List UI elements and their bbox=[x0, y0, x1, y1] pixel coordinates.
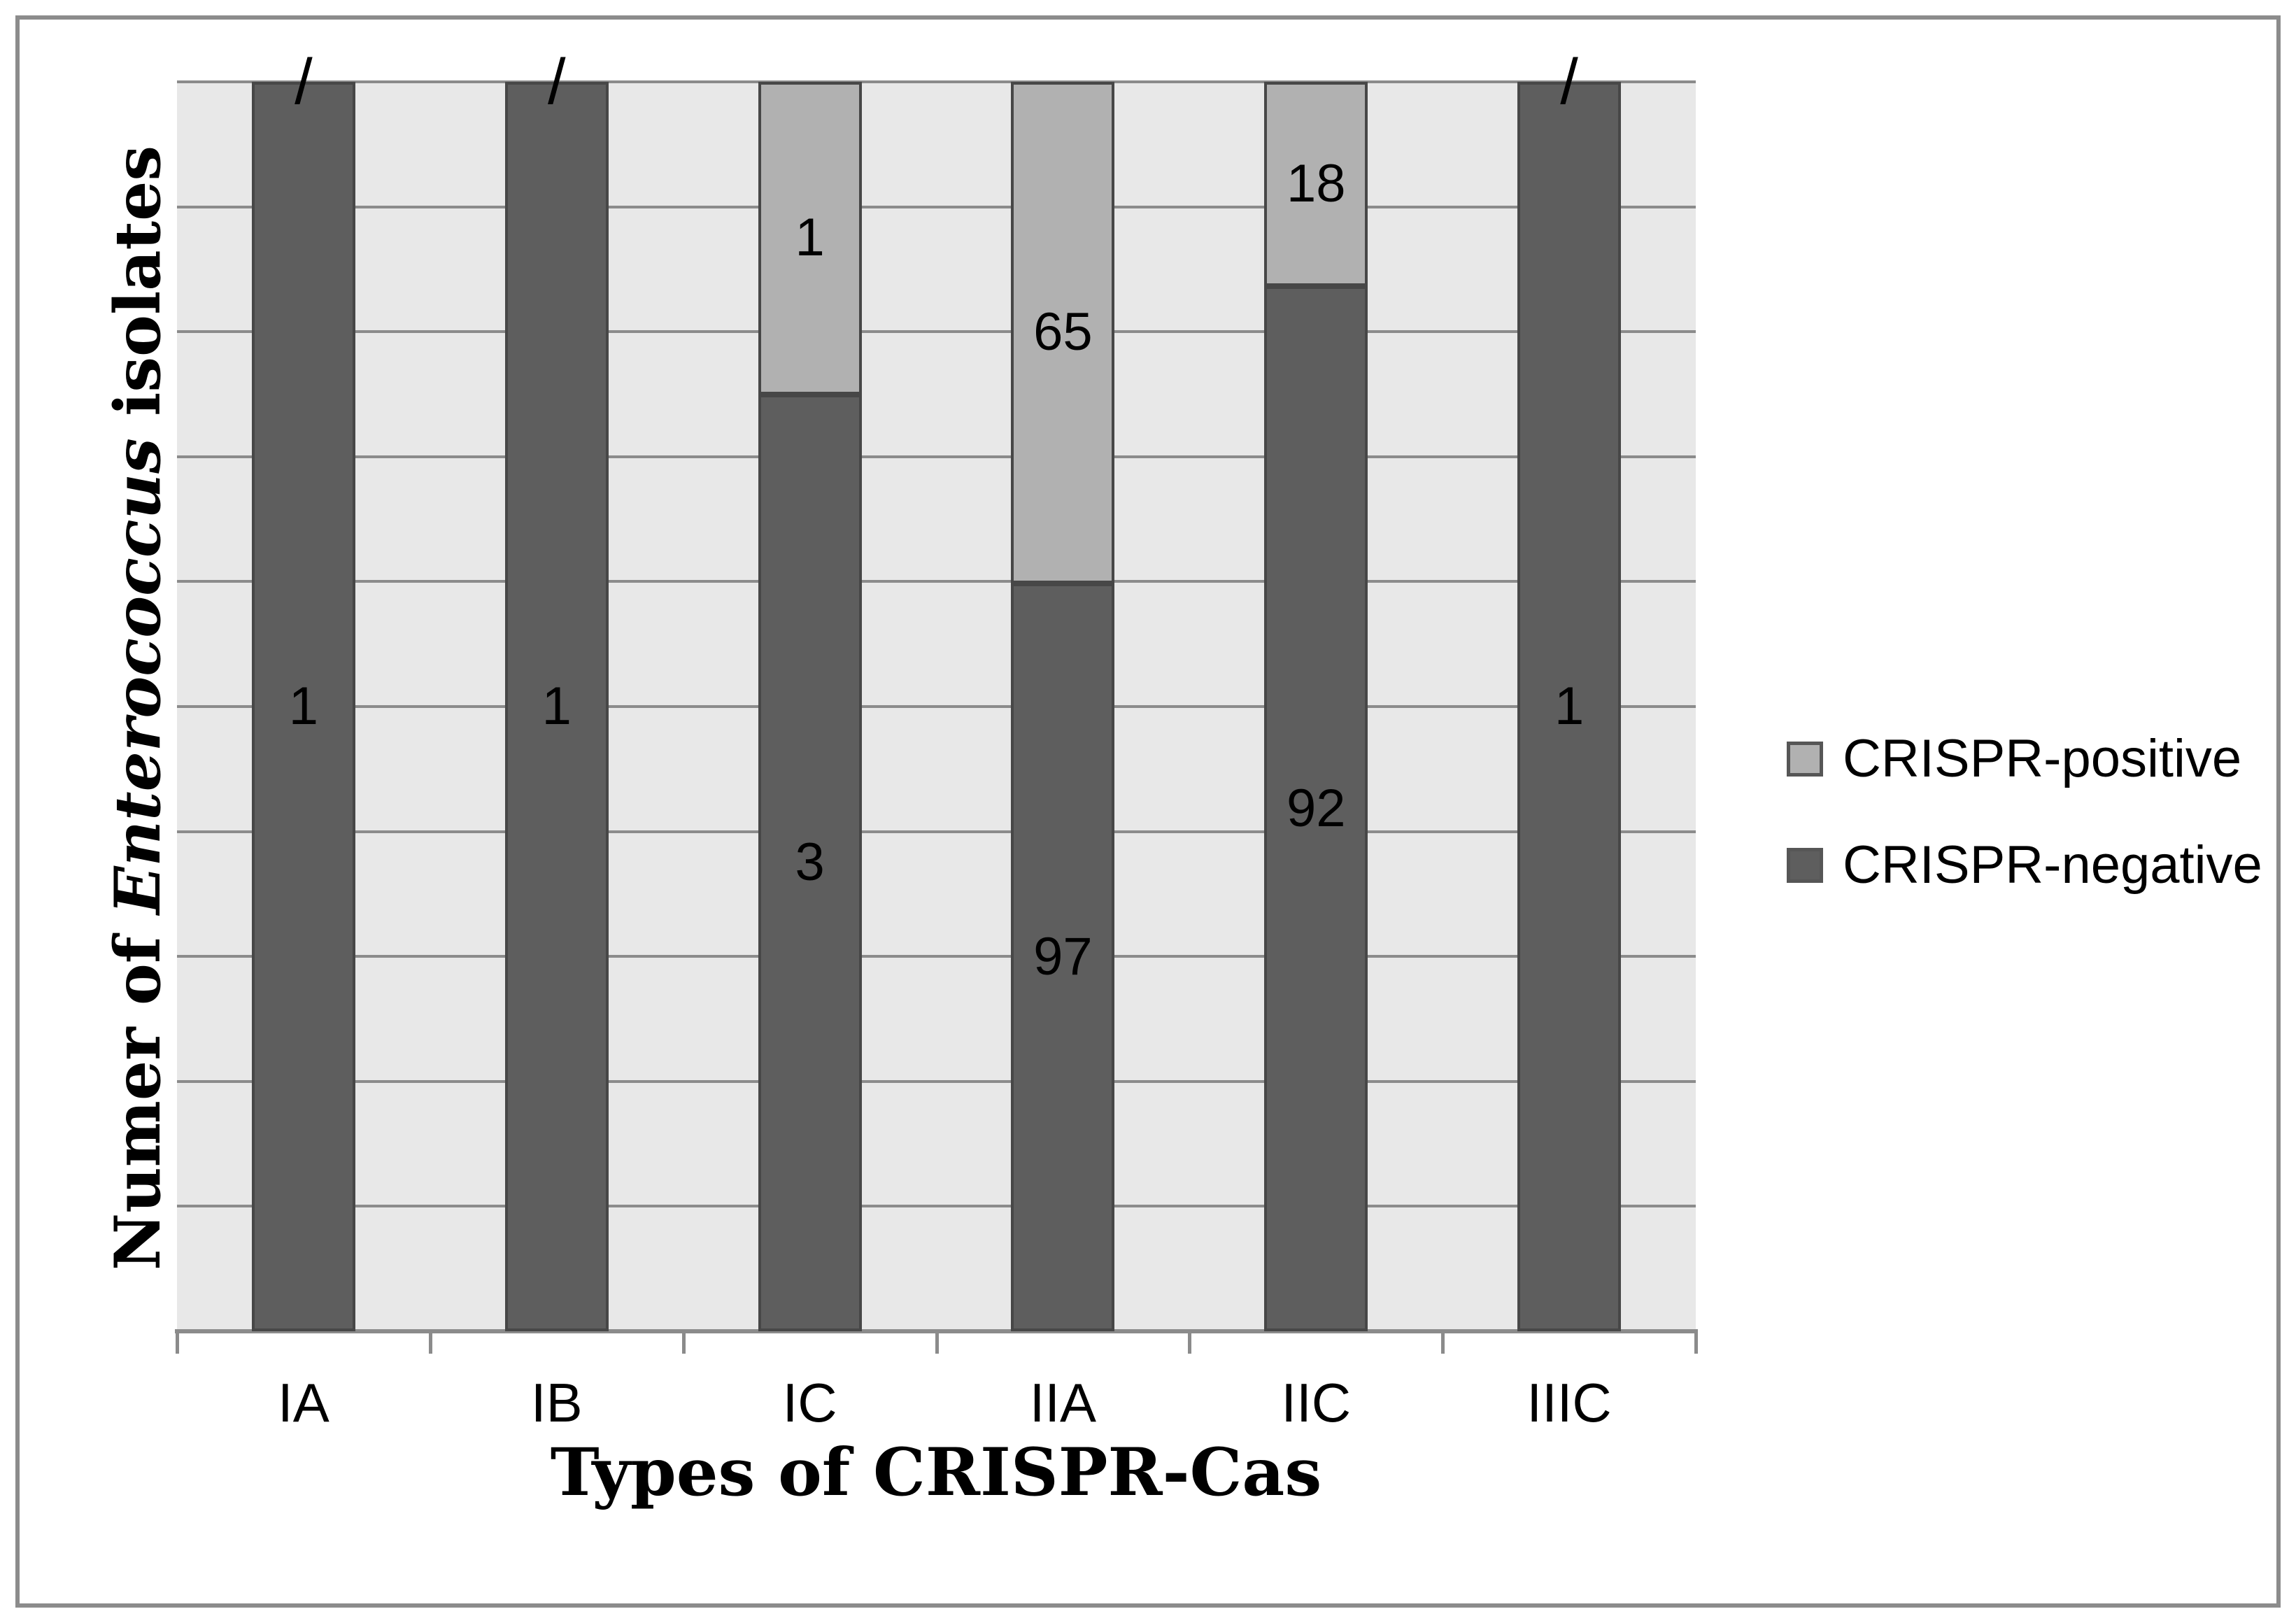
plot-area: /1/1 1 3 65 97 18 92/1 bbox=[175, 50, 1698, 1354]
y-axis-title-prefix: Numer of bbox=[101, 914, 175, 1271]
data-label-negative: 3 bbox=[795, 832, 825, 893]
x-category-label-IIC: IIC bbox=[1281, 1372, 1352, 1433]
bar-column-IA bbox=[251, 82, 355, 1331]
bar-segment-negative bbox=[758, 394, 862, 1331]
x-category-label-IB: IB bbox=[530, 1372, 583, 1433]
x-axis-labels: IA IB IC IIA IIC IIIC bbox=[177, 1370, 1696, 1436]
x-axis-tick bbox=[1188, 1331, 1192, 1354]
data-label-negative: 1 bbox=[1554, 676, 1585, 736]
gridline bbox=[177, 830, 1696, 833]
x-category-label-IIA: IIA bbox=[1029, 1372, 1097, 1433]
legend-item: CRISPR-positive bbox=[1787, 729, 2242, 788]
x-category-label-IA: IA bbox=[278, 1372, 329, 1433]
bar-column-IIC bbox=[1264, 82, 1368, 1331]
bar-column-IC bbox=[758, 82, 862, 1331]
y-axis-title-italic: Enterococcus bbox=[101, 438, 175, 915]
gridline bbox=[177, 80, 1696, 83]
bar-segment-negative bbox=[1264, 286, 1368, 1331]
slash-label: / bbox=[295, 46, 313, 118]
x-axis-tick bbox=[428, 1331, 432, 1354]
x-axis-title: Types of CRISPR-Cas bbox=[550, 1434, 1322, 1511]
x-axis-tick bbox=[176, 1331, 179, 1354]
data-label-negative: 97 bbox=[1033, 927, 1093, 987]
data-label-negative: 92 bbox=[1286, 779, 1346, 839]
legend-swatch-negative bbox=[1787, 848, 1823, 883]
bar-segment-negative bbox=[504, 82, 609, 1331]
x-axis-tick bbox=[681, 1331, 686, 1354]
gridline bbox=[177, 455, 1696, 458]
gridline bbox=[177, 580, 1696, 583]
gridline bbox=[177, 1205, 1696, 1208]
x-category-label-IC: IC bbox=[782, 1372, 837, 1433]
slash-label: / bbox=[1560, 46, 1578, 118]
slash-label: / bbox=[547, 46, 566, 118]
gridline bbox=[177, 330, 1696, 334]
bar-segment-negative bbox=[1517, 82, 1622, 1331]
bar-segment-positive bbox=[1011, 82, 1115, 583]
bar-segment-negative bbox=[251, 82, 355, 1331]
x-category-label-IIIC: IIIC bbox=[1526, 1372, 1612, 1433]
bar-segment-negative bbox=[1011, 583, 1115, 1331]
legend-swatch-positive bbox=[1787, 742, 1823, 777]
data-label-positive: 65 bbox=[1033, 302, 1093, 362]
legend-item-label: CRISPR-positive bbox=[1843, 729, 2242, 788]
data-label-negative: 1 bbox=[541, 676, 572, 736]
y-axis-title-suffix: isolates bbox=[101, 145, 175, 439]
bar-column-IIA bbox=[1011, 82, 1115, 1331]
data-label-negative: 1 bbox=[288, 676, 319, 736]
legend-item: CRISPR-negative bbox=[1787, 835, 2262, 895]
x-axis-tick bbox=[1694, 1331, 1698, 1354]
bar-column-IIIC bbox=[1517, 82, 1622, 1331]
x-axis-tick bbox=[1441, 1331, 1445, 1354]
data-label-positive: 1 bbox=[795, 208, 825, 268]
gridline bbox=[177, 205, 1696, 208]
x-axis-tick bbox=[935, 1331, 939, 1354]
gridline bbox=[177, 705, 1696, 708]
bar-segment-positive bbox=[1264, 82, 1368, 287]
bar-column-IB bbox=[504, 82, 609, 1331]
gridline bbox=[177, 1079, 1696, 1083]
y-axis-title: Numer of Enterococcus isolates bbox=[101, 146, 175, 1270]
bar-segment-positive bbox=[758, 82, 862, 395]
legend-item-label: CRISPR-negative bbox=[1843, 835, 2262, 895]
gridline bbox=[177, 955, 1696, 958]
data-label-positive: 18 bbox=[1286, 154, 1346, 214]
